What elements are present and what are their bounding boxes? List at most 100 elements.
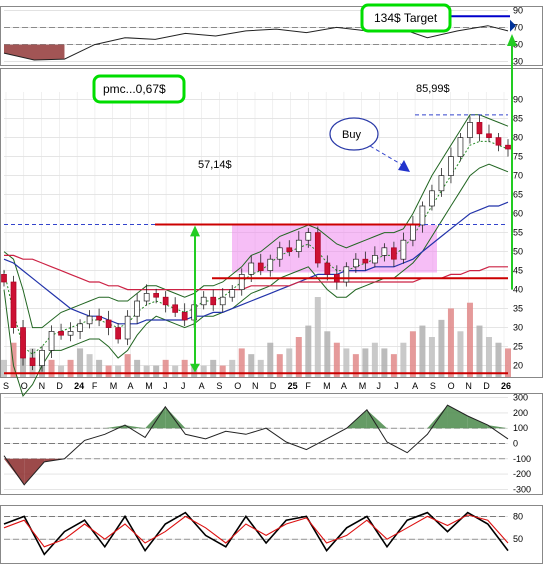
x-tick-label: J bbox=[394, 381, 399, 391]
x-tick-label: S bbox=[430, 381, 436, 391]
buy-label: Buy bbox=[342, 129, 361, 141]
overbought-fill bbox=[145, 406, 166, 429]
stochastic-panel: 80 50 bbox=[3, 511, 523, 556]
volume-bar bbox=[400, 342, 407, 377]
oscillator-panel: 300 200 100 0 -100 -200 -300 bbox=[3, 393, 531, 494]
volume-bar bbox=[1, 359, 7, 377]
measure-arrow-head-up bbox=[190, 225, 200, 237]
volume-bar bbox=[409, 331, 416, 377]
x-tick-label: S bbox=[216, 381, 222, 391]
volume-bar bbox=[77, 348, 84, 377]
volume-bar bbox=[105, 365, 112, 377]
bollinger-lower bbox=[3, 163, 509, 398]
target-label: 134$ Target bbox=[374, 11, 438, 25]
overbought-fill bbox=[427, 405, 448, 429]
candle-body bbox=[352, 258, 359, 268]
target-arrow-head bbox=[507, 34, 517, 46]
volume-bar bbox=[447, 308, 454, 377]
y-tick-label: -300 bbox=[513, 484, 531, 494]
y-tick-label: 50 bbox=[513, 40, 523, 50]
candle-body bbox=[124, 315, 131, 340]
oversold-fill bbox=[4, 458, 25, 485]
y-tick-label: -100 bbox=[513, 454, 531, 464]
oversold-fill bbox=[24, 458, 45, 485]
candle-body bbox=[343, 266, 350, 283]
pmc-box bbox=[92, 74, 186, 104]
candle-body bbox=[419, 205, 426, 226]
volume-bar bbox=[362, 348, 369, 377]
x-tick-label: M bbox=[359, 381, 367, 391]
y-tick-label: 40 bbox=[513, 285, 523, 295]
volume-bar bbox=[219, 365, 226, 377]
volume-bar bbox=[162, 359, 169, 377]
candle-body bbox=[143, 293, 150, 302]
candle-body bbox=[86, 315, 93, 325]
x-tick-label: O bbox=[448, 381, 455, 391]
volume-bar bbox=[210, 359, 217, 377]
indicator-line bbox=[3, 25, 509, 61]
volume-bar bbox=[200, 365, 207, 377]
candle-body bbox=[219, 296, 226, 306]
candle-body bbox=[115, 327, 121, 340]
volume-bar bbox=[381, 348, 388, 377]
volume-bar bbox=[48, 359, 55, 377]
candle-body bbox=[429, 190, 435, 207]
bollinger-upper bbox=[3, 114, 509, 329]
volume-bar bbox=[495, 342, 502, 377]
candle-body bbox=[457, 137, 464, 157]
candle-body bbox=[286, 247, 293, 252]
candle-body bbox=[362, 258, 369, 264]
moving-average-blue bbox=[3, 201, 509, 325]
candle-body bbox=[486, 133, 492, 138]
buy-arrow-head bbox=[398, 160, 410, 172]
target-box bbox=[360, 3, 452, 33]
x-tick-label: 24 bbox=[74, 381, 84, 391]
volume-bar bbox=[371, 342, 378, 377]
volume-bar bbox=[505, 348, 511, 377]
candle-body bbox=[410, 224, 416, 241]
x-tick-label: J bbox=[377, 381, 382, 391]
y-tick-label: 55 bbox=[513, 228, 523, 238]
candle-body bbox=[495, 137, 502, 146]
stochastic-d-line bbox=[3, 514, 509, 548]
volume-bar bbox=[276, 354, 283, 377]
candle-body bbox=[105, 319, 112, 328]
x-tick-label: F bbox=[305, 381, 311, 391]
volume-bar bbox=[153, 365, 160, 377]
y-tick-label: 90 bbox=[513, 5, 523, 15]
overbought-fill bbox=[366, 409, 388, 429]
volume-bar bbox=[343, 348, 350, 377]
volume-bar bbox=[257, 359, 264, 377]
x-tick-label: M bbox=[110, 381, 118, 391]
candle-body bbox=[134, 300, 140, 317]
candle-body bbox=[314, 232, 321, 264]
candle-body bbox=[400, 239, 407, 260]
candle-body bbox=[372, 255, 378, 264]
candle-body bbox=[391, 247, 397, 260]
buy-callout bbox=[329, 117, 379, 151]
x-tick-label: N bbox=[39, 381, 46, 391]
volume-bar bbox=[476, 325, 483, 377]
x-tick-label: A bbox=[341, 381, 347, 391]
x-tick-label: N bbox=[252, 381, 259, 391]
x-tick-label: S bbox=[3, 381, 9, 391]
candle-body bbox=[267, 258, 274, 271]
volume-bar bbox=[143, 365, 150, 377]
overbought-fill bbox=[487, 425, 508, 429]
y-tick-label: 25 bbox=[513, 342, 523, 352]
y-tick-label: 70 bbox=[513, 171, 523, 181]
x-tick-label: D bbox=[270, 381, 277, 391]
candle-body bbox=[10, 281, 17, 328]
y-tick-label: 45 bbox=[513, 266, 523, 276]
y-tick-label: 70 bbox=[513, 22, 523, 32]
x-tick-label: D bbox=[483, 381, 490, 391]
volume-bar bbox=[352, 354, 359, 377]
candle-body bbox=[229, 289, 236, 298]
candle-body bbox=[67, 331, 74, 336]
y-tick-label: 85 bbox=[513, 114, 523, 124]
volume-bar bbox=[10, 342, 17, 377]
candle-body bbox=[153, 293, 160, 298]
candle-body bbox=[77, 323, 83, 332]
candle-body bbox=[248, 262, 255, 275]
